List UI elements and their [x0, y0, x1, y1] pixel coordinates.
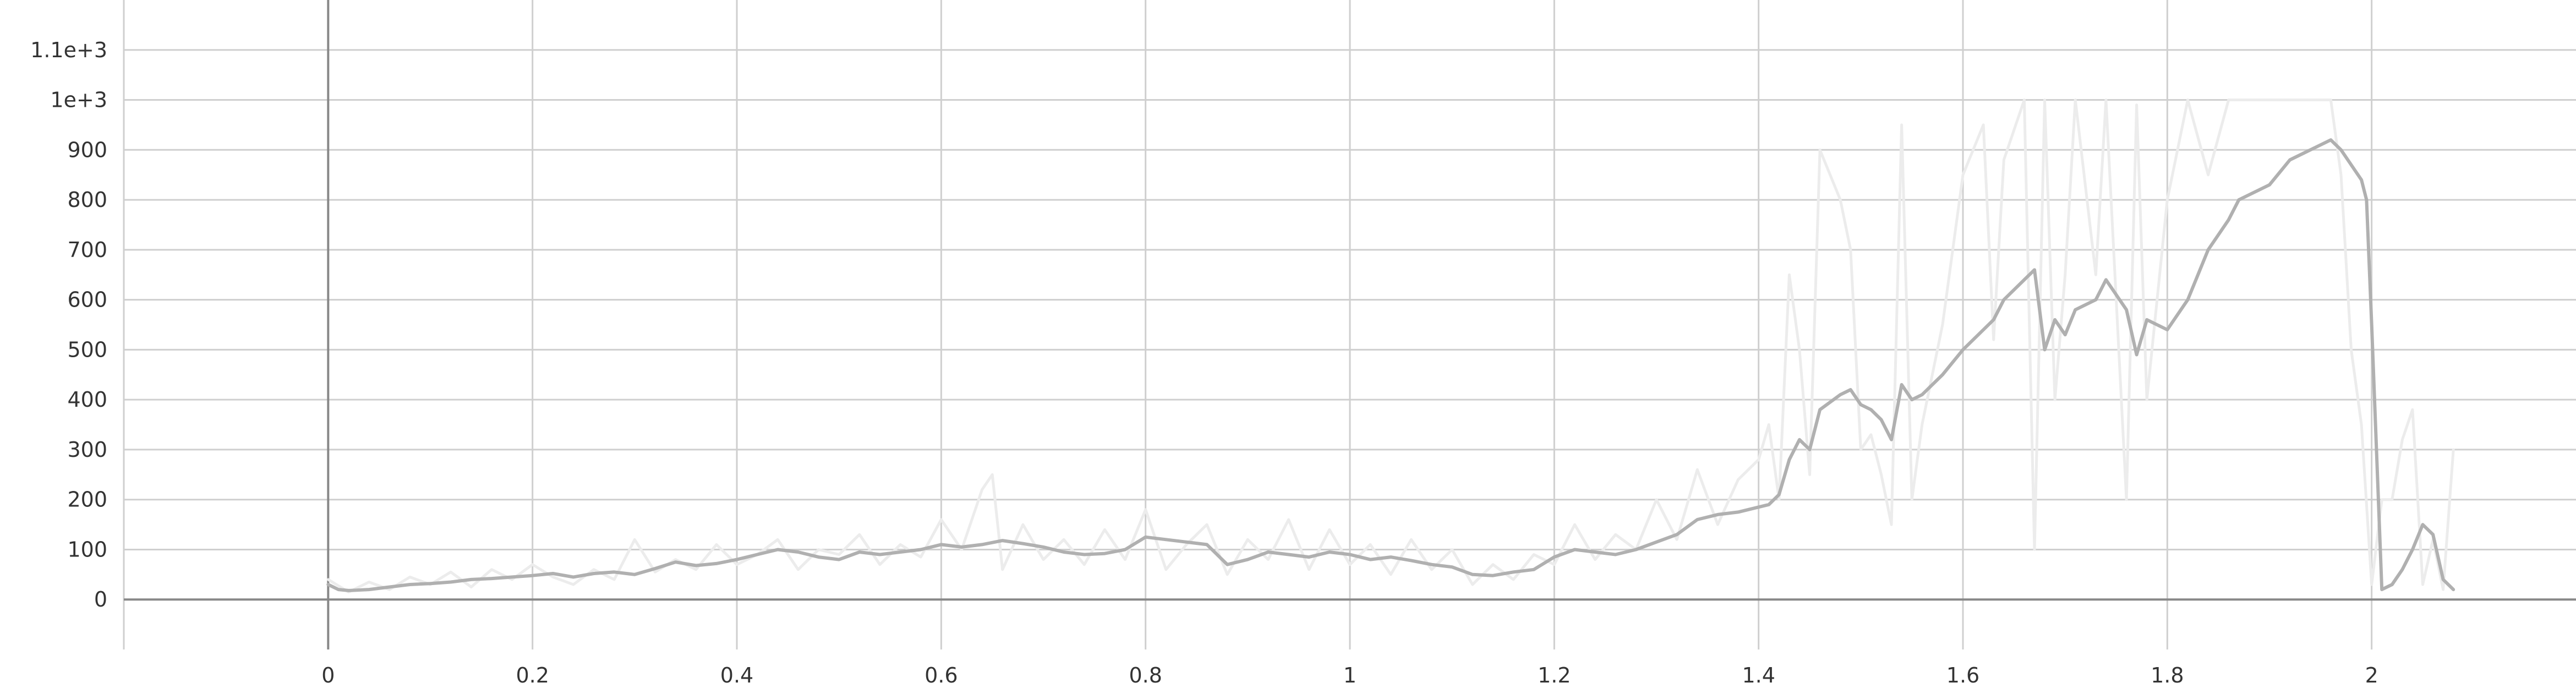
x-tick-label: 1 [1343, 663, 1357, 687]
y-tick-label: 300 [67, 438, 107, 462]
grid-layer [123, 0, 2576, 649]
y-tick-label: 400 [67, 387, 107, 412]
x-tick-label: 2 [2365, 663, 2378, 687]
x-tick-label: 0.6 [925, 663, 958, 687]
label-layer: 0 100 200 300 400 500 600 700 800 900 1e+3 1.1e+3 0 0… [30, 38, 2378, 687]
y-tick-label: 700 [67, 238, 107, 262]
x-tick-label: 0 [321, 663, 335, 687]
y-tick-label: 100 [67, 537, 107, 561]
x-tick-label: 1.8 [2151, 663, 2184, 687]
x-tick-label: 0.2 [516, 663, 549, 687]
x-tick-label: 0.4 [720, 663, 753, 687]
x-tick-label: 1.2 [1538, 663, 1571, 687]
y-tick-label: 600 [67, 288, 107, 312]
y-tick-label: 900 [67, 138, 107, 162]
x-tick-label: 1.6 [1946, 663, 1979, 687]
series-layer [326, 99, 2455, 594]
raw-series-line [326, 99, 2455, 594]
y-tick-label: 800 [67, 188, 107, 212]
smoothed-series-line [326, 138, 2455, 592]
x-tick-label: 1.4 [1742, 663, 1775, 687]
x-tick-label: 0.8 [1129, 663, 1162, 687]
y-tick-label: 1e+3 [50, 88, 107, 112]
y-tick-label: 0 [94, 587, 107, 611]
y-tick-label: 200 [67, 488, 107, 512]
y-tick-label: 500 [67, 337, 107, 362]
y-tick-label: 1.1e+3 [30, 38, 107, 62]
axis-layer [124, 0, 2576, 649]
